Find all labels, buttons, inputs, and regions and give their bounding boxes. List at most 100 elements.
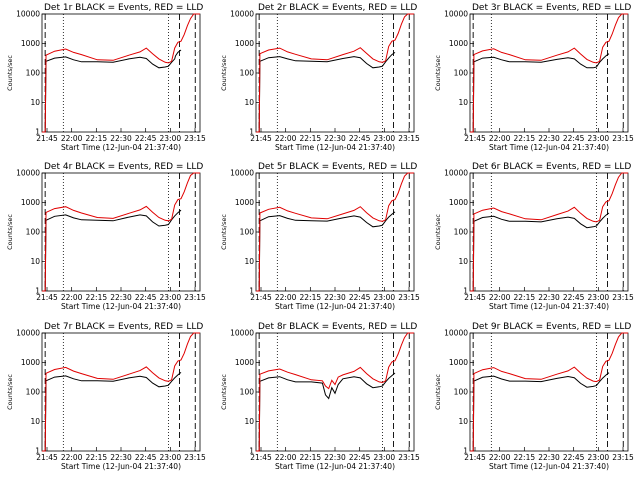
- y-tick-label: 1000: [449, 198, 468, 207]
- y-tick-label: 100: [240, 69, 255, 78]
- x-axis-label: Start Time (12-Jun-04 21:37:40): [489, 462, 609, 471]
- y-tick-label: 100: [240, 388, 255, 397]
- x-tick-label: 23:15: [398, 453, 420, 462]
- x-tick-label: 22:00: [489, 293, 511, 302]
- y-tick-label: 1000: [449, 39, 468, 48]
- y-tick-label: 10000: [16, 329, 40, 338]
- x-tick-label: 22:15: [300, 293, 322, 302]
- y-tick-label: 10000: [16, 10, 40, 19]
- y-tick-label: 10000: [230, 329, 254, 338]
- y-tick-label: 1: [35, 287, 40, 296]
- y-axis-label: Counts/sec: [220, 214, 228, 250]
- y-tick-label: 100: [454, 69, 469, 78]
- x-tick-label: 21:45: [464, 453, 486, 462]
- x-tick-label: 22:15: [514, 134, 536, 143]
- y-tick-label: 10000: [444, 329, 468, 338]
- y-tick-label: 100: [454, 228, 469, 237]
- y-tick-label: 1000: [235, 39, 254, 48]
- plot-frame: [469, 332, 629, 452]
- chart-panel-det-3r: Det 3r BLACK = Events, RED = LLD 1 10 100 10…: [434, 3, 634, 152]
- series-lld: [470, 332, 628, 452]
- x-tick-label: 23:15: [184, 293, 206, 302]
- y-axis-label: Counts/sec: [6, 214, 14, 250]
- panel-title: Det 5r BLACK = Events, RED = LLD: [258, 162, 417, 172]
- x-tick-label: 21:45: [250, 293, 272, 302]
- chart-panel-det-2r: Det 2r BLACK = Events, RED = LLD 1 10 100 10…: [220, 3, 420, 152]
- x-tick-label: 22:45: [135, 453, 157, 462]
- x-tick-label: 22:15: [300, 453, 322, 462]
- series-events: [256, 51, 396, 133]
- y-tick-label: 100: [26, 69, 41, 78]
- y-tick-label: 10: [458, 98, 468, 107]
- y-tick-label: 1000: [449, 358, 468, 367]
- x-tick-label: 21:45: [464, 293, 486, 302]
- series-events: [256, 211, 396, 292]
- y-tick-label: 1000: [21, 39, 40, 48]
- x-tick-label: 23:00: [588, 453, 610, 462]
- series-lld: [42, 332, 200, 452]
- x-tick-label: 22:45: [349, 134, 371, 143]
- x-axis-label: Start Time (12-Jun-04 21:37:40): [275, 143, 395, 152]
- x-tick-label: 21:45: [36, 453, 58, 462]
- y-axis-label: Counts/sec: [6, 374, 14, 410]
- x-axis-label: Start Time (12-Jun-04 21:37:40): [275, 302, 395, 311]
- x-tick-label: 21:45: [250, 134, 272, 143]
- y-axis-label: Counts/sec: [6, 55, 14, 91]
- x-tick-label: 23:00: [374, 453, 396, 462]
- y-tick-label: 1: [249, 287, 254, 296]
- y-tick-label: 1: [463, 287, 468, 296]
- panel-title: Det 9r BLACK = Events, RED = LLD: [472, 322, 631, 332]
- y-tick-label: 100: [26, 388, 41, 397]
- chart-panel-det-8r: Det 8r BLACK = Events, RED = LLD 1 10 100 10…: [220, 322, 420, 471]
- y-tick-label: 1: [35, 128, 40, 137]
- series-lld: [470, 13, 628, 133]
- y-tick-label: 10: [244, 98, 254, 107]
- x-tick-label: 22:00: [489, 453, 511, 462]
- y-tick-label: 100: [454, 388, 469, 397]
- x-tick-label: 23:15: [184, 453, 206, 462]
- x-tick-label: 22:00: [275, 134, 297, 143]
- series-lld: [256, 332, 414, 452]
- x-tick-label: 22:30: [538, 134, 560, 143]
- x-tick-label: 21:45: [36, 293, 58, 302]
- x-axis-label: Start Time (12-Jun-04 21:37:40): [61, 302, 181, 311]
- x-tick-label: 22:15: [300, 134, 322, 143]
- y-tick-label: 1000: [235, 358, 254, 367]
- y-tick-label: 10: [458, 417, 468, 426]
- x-tick-label: 23:00: [374, 134, 396, 143]
- series-events: [42, 49, 182, 133]
- y-tick-label: 10000: [444, 169, 468, 178]
- y-tick-label: 1000: [21, 358, 40, 367]
- y-axis-label: Counts/sec: [434, 55, 442, 91]
- series-lld: [256, 172, 414, 292]
- y-tick-label: 1000: [21, 198, 40, 207]
- x-tick-label: 23:00: [588, 293, 610, 302]
- series-events: [42, 209, 182, 292]
- y-tick-label: 1: [249, 128, 254, 137]
- y-tick-label: 1: [35, 447, 40, 456]
- chart-panel-det-5r: Det 5r BLACK = Events, RED = LLD 1 10 100 10…: [220, 162, 420, 311]
- chart-panel-det-9r: Det 9r BLACK = Events, RED = LLD 1 10 100 10…: [434, 322, 634, 471]
- x-tick-label: 23:00: [374, 293, 396, 302]
- plot-frame: [41, 13, 201, 133]
- plot-frame: [469, 13, 629, 133]
- plot-frame: [469, 172, 629, 292]
- x-tick-label: 23:00: [160, 134, 182, 143]
- series-lld: [256, 13, 414, 133]
- x-tick-label: 22:30: [110, 293, 132, 302]
- x-tick-label: 21:45: [250, 453, 272, 462]
- x-axis-label: Start Time (12-Jun-04 21:37:40): [489, 302, 609, 311]
- y-tick-label: 10000: [230, 169, 254, 178]
- y-tick-label: 10000: [444, 10, 468, 19]
- series-lld: [42, 13, 200, 133]
- x-axis-label: Start Time (12-Jun-04 21:37:40): [275, 462, 395, 471]
- x-tick-label: 22:00: [275, 453, 297, 462]
- x-tick-label: 23:15: [184, 134, 206, 143]
- y-tick-label: 10: [244, 257, 254, 266]
- x-tick-label: 22:45: [563, 453, 585, 462]
- plot-frame: [41, 172, 201, 292]
- x-tick-label: 23:15: [398, 293, 420, 302]
- x-tick-label: 22:30: [324, 293, 346, 302]
- x-tick-label: 22:45: [563, 293, 585, 302]
